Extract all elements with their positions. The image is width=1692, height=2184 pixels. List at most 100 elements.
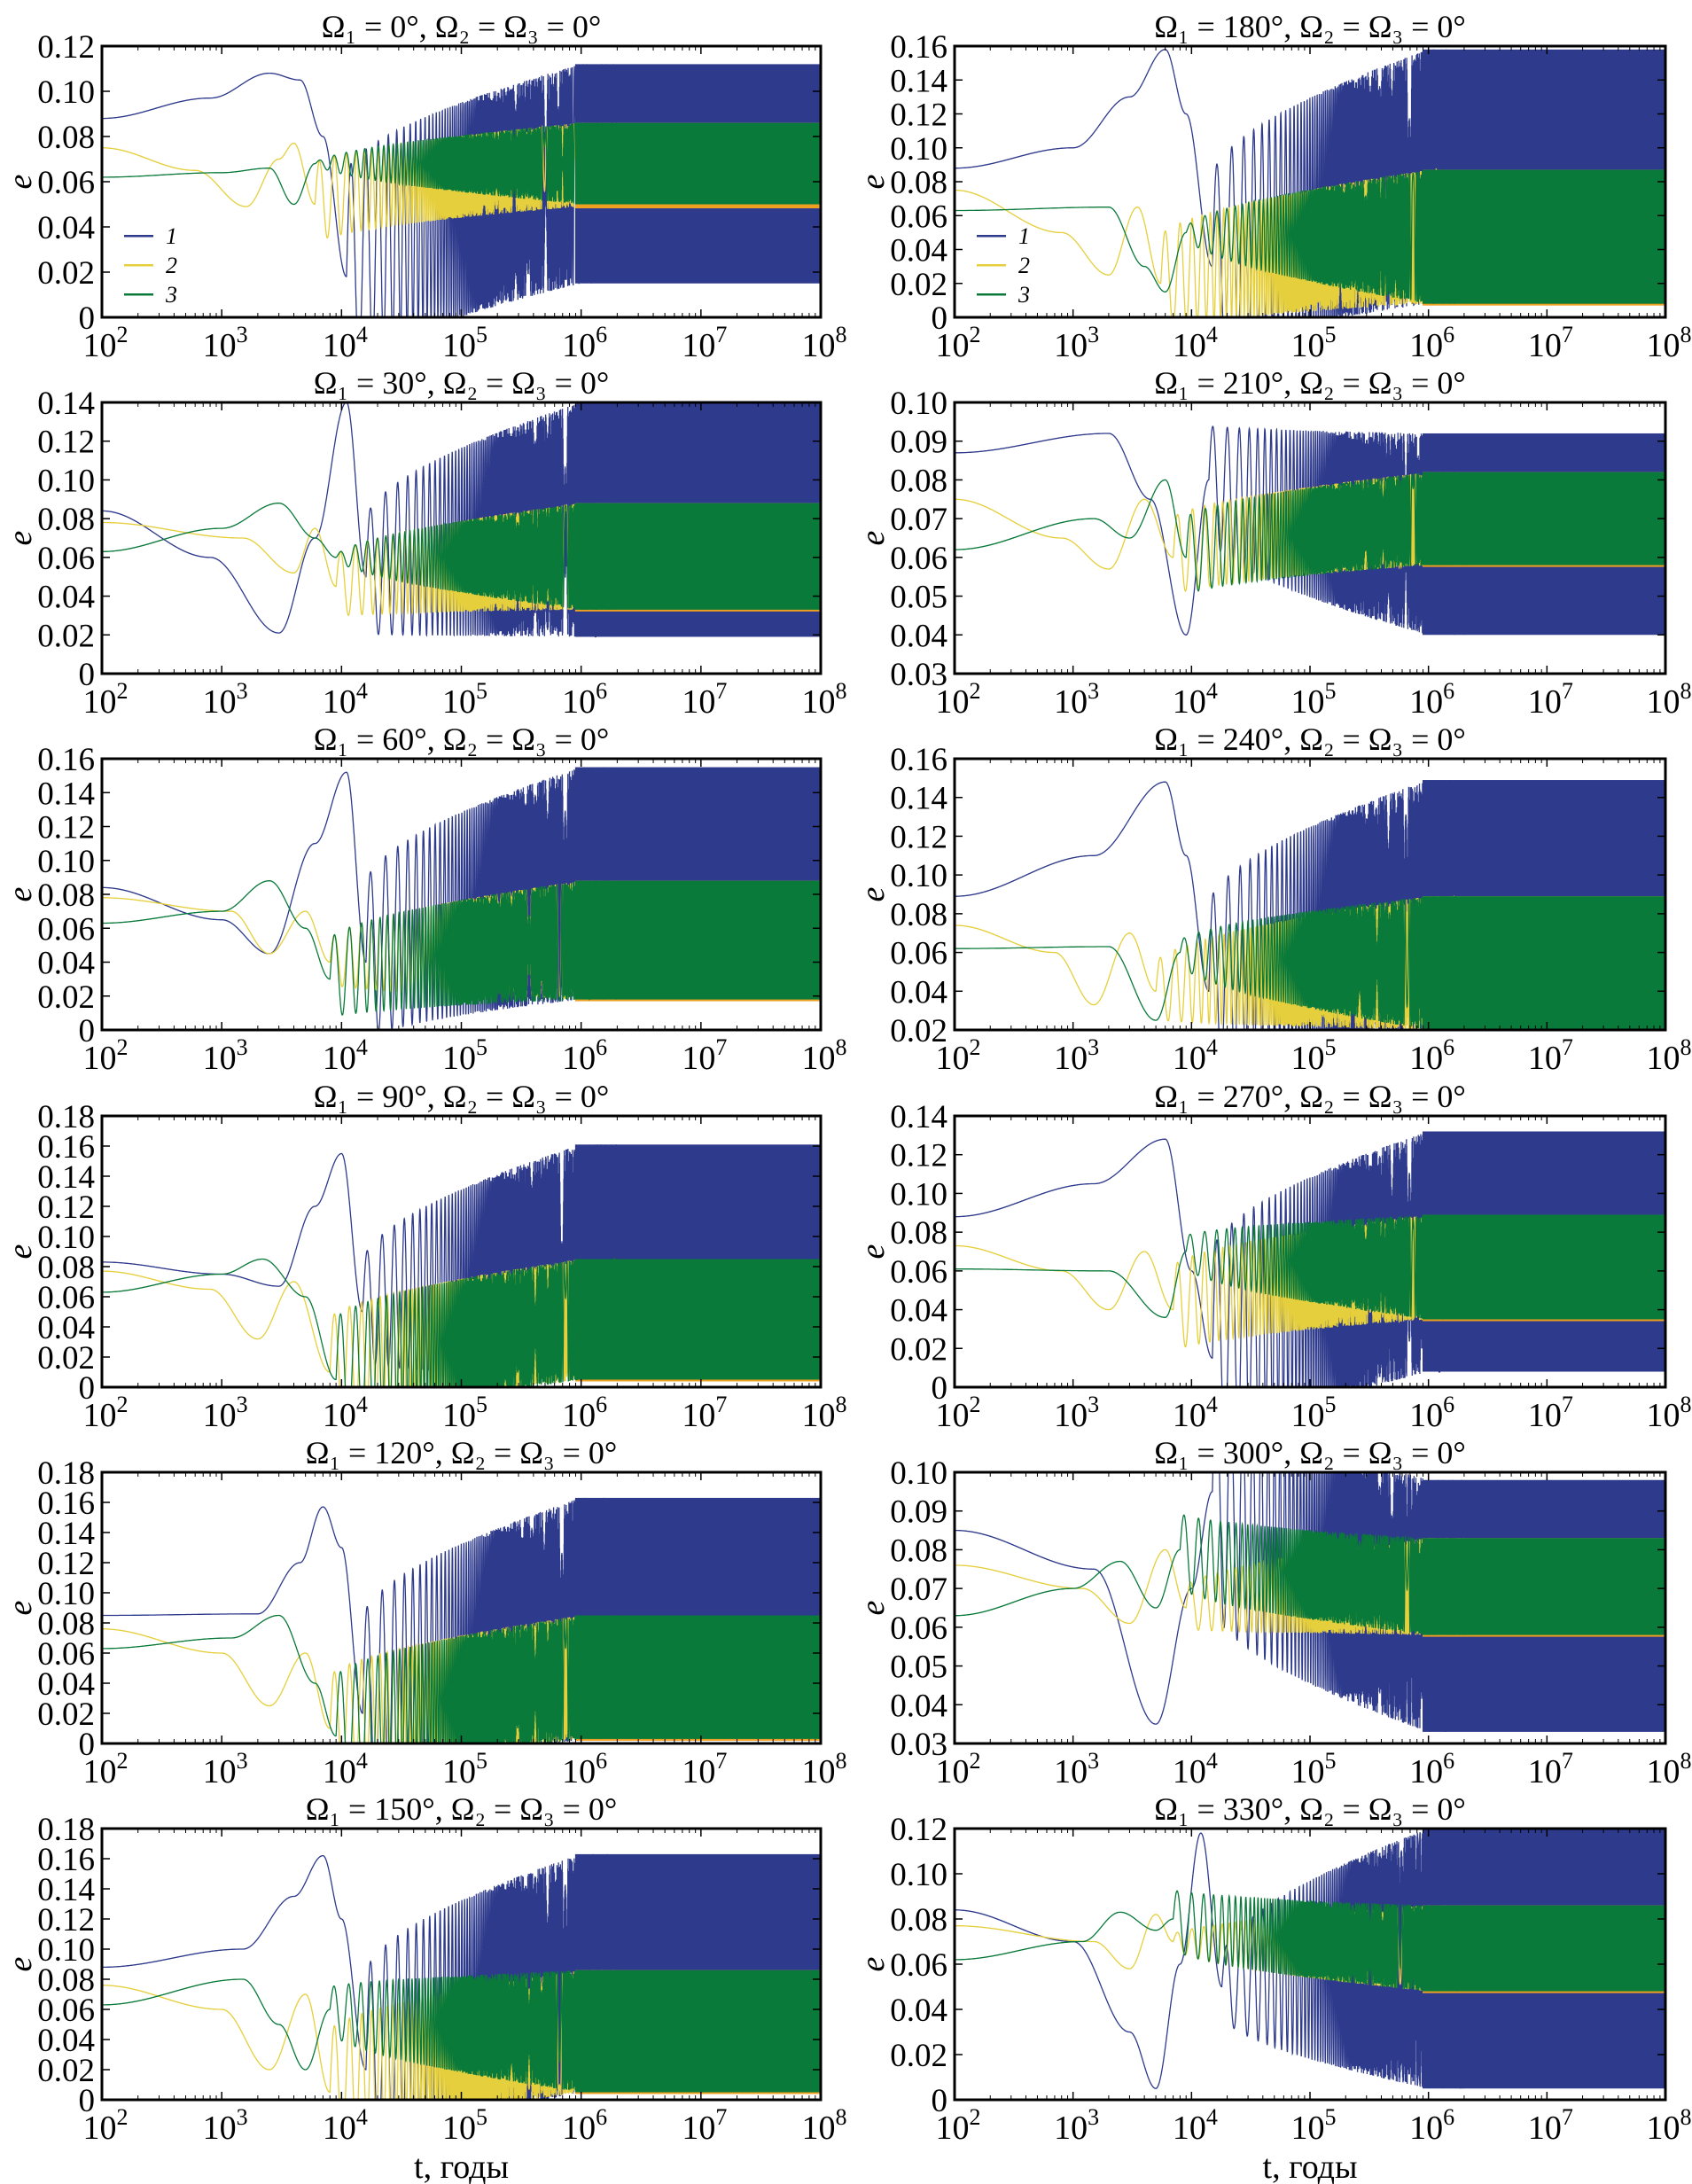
series-3-band <box>1422 1214 1665 1320</box>
y-tick-label: 0.04 <box>37 580 95 616</box>
x-tick-label: 104 <box>1173 678 1218 721</box>
x-tick-label: 106 <box>1409 678 1454 721</box>
series-3-line <box>102 121 618 206</box>
series-3-line <box>955 1214 1465 1320</box>
x-tick-label: 105 <box>1291 322 1337 364</box>
x-tick-label: 104 <box>323 2104 368 2147</box>
x-tick-label: 107 <box>682 1392 727 1434</box>
plot-area <box>955 1829 1665 2089</box>
x-tick-label: 106 <box>1409 1392 1454 1434</box>
y-tick-label: 0.08 <box>890 165 947 201</box>
x-tick-label: 108 <box>1647 678 1692 721</box>
x-tick-label: 102 <box>936 1748 981 1790</box>
y-tick-label: 0.12 <box>37 29 95 66</box>
panel-title: Ω₁ = 180°, Ω₂ = Ω₃ = 0° <box>1154 9 1466 44</box>
y-tick-label: 0.03 <box>890 1727 947 1763</box>
x-tick-label: 102 <box>83 1392 129 1434</box>
y-tick-label: 0.06 <box>37 541 95 577</box>
x-tick-label: 108 <box>802 1034 847 1077</box>
plot-area <box>102 64 821 317</box>
y-tick-label: 0.06 <box>37 1636 95 1673</box>
y-tick-label: 0 <box>79 1727 96 1763</box>
x-tick-label: 108 <box>1647 1748 1692 1790</box>
x-tick-label: 108 <box>802 1392 847 1434</box>
y-tick-label: 0.08 <box>37 502 95 538</box>
y-axis-label: e <box>2 1244 39 1259</box>
x-tick-label: 104 <box>323 678 368 721</box>
y-tick-label: 0.10 <box>37 844 95 880</box>
panel-2: Ω₁ = 30°, Ω₂ = Ω₃ = 0° 102 103 104 105 106 107… <box>2 365 847 721</box>
panel-title: Ω₁ = 330°, Ω₂ = Ω₃ = 0° <box>1154 1791 1466 1827</box>
y-tick-label: 0.02 <box>37 618 95 654</box>
y-tick-label: 0.06 <box>890 1254 947 1291</box>
x-tick-label: 104 <box>323 322 368 364</box>
x-tick-label: 107 <box>1528 1392 1573 1434</box>
plot-area <box>955 425 1665 636</box>
series-3-band <box>1422 1905 1665 1992</box>
panel-3: Ω₁ = 210°, Ω₂ = Ω₃ = 0° 102 103 104 105 106 10… <box>854 365 1692 721</box>
x-tick-label: 106 <box>562 1392 607 1434</box>
x-tick-label: 105 <box>1291 678 1337 721</box>
y-tick-label: 0.08 <box>890 897 947 933</box>
series-1-line <box>955 49 1465 317</box>
y-tick-label: 0.08 <box>890 463 947 499</box>
y-tick-label: 0.12 <box>890 1138 947 1174</box>
legend-label-3: 3 <box>165 282 177 308</box>
y-tick-label: 0.06 <box>37 165 95 201</box>
x-tick-label: 105 <box>442 1748 487 1790</box>
y-axis-label: e <box>854 530 892 545</box>
y-axis-label: e <box>854 886 892 901</box>
x-tick-label: 107 <box>682 1034 727 1077</box>
y-tick-label: 0.14 <box>890 781 947 817</box>
plot-area <box>102 1497 821 1743</box>
y-tick-label: 0.08 <box>37 120 95 156</box>
y-tick-label: 0.08 <box>890 1533 947 1569</box>
y-tick-label: 0.12 <box>37 1190 95 1226</box>
y-tick-label: 0.16 <box>37 742 95 778</box>
y-tick-label: 0.04 <box>890 618 947 654</box>
y-tick-label: 0 <box>932 1370 948 1407</box>
y-tick-label: 0.18 <box>37 1812 95 1848</box>
x-tick-label: 103 <box>1054 1034 1099 1077</box>
y-tick-label: 0.04 <box>37 1666 95 1703</box>
y-tick-label: 0.09 <box>890 1494 947 1531</box>
x-tick-label: 102 <box>936 678 981 721</box>
x-tick-label: 105 <box>1291 1034 1337 1077</box>
panel-title: Ω₁ = 270°, Ω₂ = Ω₃ = 0° <box>1154 1079 1466 1114</box>
legend-label-3: 3 <box>1018 282 1030 308</box>
x-tick-label: 104 <box>323 1392 368 1434</box>
y-tick-label: 0.12 <box>37 1902 95 1938</box>
x-tick-label: 107 <box>1528 322 1573 364</box>
x-tick-label: 102 <box>83 1034 129 1077</box>
x-tick-label: 102 <box>83 322 129 364</box>
x-tick-label: 105 <box>1291 2104 1337 2147</box>
x-tick-label: 107 <box>1528 1748 1573 1790</box>
plot-area <box>102 1853 821 2100</box>
x-tick-label: 108 <box>1647 2104 1692 2147</box>
y-tick-label: 0.12 <box>890 98 947 134</box>
x-tick-label: 105 <box>442 322 487 364</box>
y-tick-label: 0.18 <box>37 1455 95 1492</box>
x-tick-label: 107 <box>682 678 727 721</box>
x-tick-label: 107 <box>682 2104 727 2147</box>
series-3-band <box>574 122 821 205</box>
legend-label-1: 1 <box>166 223 177 249</box>
y-tick-label: 0.04 <box>37 2023 95 2059</box>
x-tick-label: 104 <box>1173 2104 1218 2147</box>
y-tick-label: 0.02 <box>37 979 95 1016</box>
x-tick-label: 107 <box>1528 2104 1573 2147</box>
y-tick-label: 0.12 <box>37 810 95 846</box>
x-tick-label: 106 <box>562 1034 607 1077</box>
y-tick-label: 0.04 <box>37 1310 95 1346</box>
y-tick-label: 0 <box>79 1013 96 1049</box>
x-tick-label: 105 <box>1291 1392 1337 1434</box>
plot-area <box>102 1144 821 1387</box>
x-tick-label: 103 <box>203 1034 248 1077</box>
x-tick-label: 103 <box>1054 678 1099 721</box>
y-tick-label: 0.10 <box>37 1220 95 1256</box>
x-tick-label: 102 <box>83 1748 129 1790</box>
y-tick-label: 0.10 <box>890 386 947 422</box>
y-axis-label: e <box>2 174 39 189</box>
x-tick-label: 106 <box>562 678 607 721</box>
legend: 1 2 3 <box>977 223 1030 308</box>
